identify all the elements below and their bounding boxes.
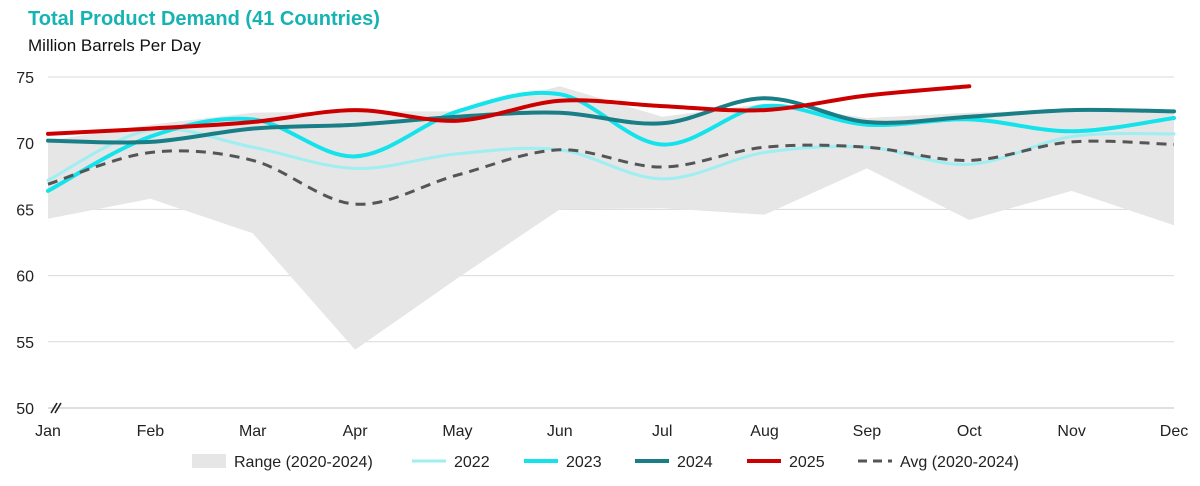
x-tick-label: Apr — [343, 423, 369, 440]
legend-label: 2024 — [677, 454, 713, 471]
legend-label: Avg (2020-2024) — [900, 454, 1019, 471]
x-tick-label: Jun — [547, 423, 573, 440]
y-tick-label: 65 — [16, 202, 34, 219]
x-tick-label: Dec — [1160, 423, 1188, 440]
legend-label: Range (2020-2024) — [234, 454, 373, 471]
x-tick-label: Feb — [137, 423, 165, 440]
x-tick-label: May — [442, 423, 472, 440]
legend-label: 2023 — [566, 454, 602, 471]
y-tick-label: 60 — [16, 269, 34, 286]
legend-item: 2024 — [635, 454, 713, 471]
chart-title: Total Product Demand (41 Countries) — [28, 8, 380, 30]
legend-swatch-range — [192, 454, 226, 468]
x-tick-label: Oct — [957, 423, 982, 440]
x-tick-label: Sep — [853, 423, 882, 440]
series-group — [46, 84, 1176, 206]
legend-item: 2022 — [412, 454, 490, 471]
x-tick-label: Mar — [239, 423, 267, 440]
legend-item: Range (2020-2024) — [192, 454, 373, 471]
series-line-2025 — [46, 84, 972, 136]
legend: Range (2020-2024) 2022 2023 2024 2025 Avg (20… — [192, 454, 1019, 471]
y-tick-label: 50 — [16, 401, 34, 418]
y-tick-label: 75 — [16, 70, 34, 87]
series-line-2022 — [46, 127, 1176, 182]
x-tick-label: Aug — [750, 423, 778, 440]
y-tick-label: 70 — [16, 136, 34, 153]
series-line-avg-2020-2024 — [47, 139, 1175, 206]
legend-label: 2022 — [454, 454, 490, 471]
x-tick-label: Jul — [652, 423, 672, 440]
legend-item: 2025 — [747, 454, 825, 471]
x-tick-label: Nov — [1057, 423, 1085, 440]
series-line-2024 — [46, 96, 1176, 145]
y-tick-label: 55 — [16, 335, 34, 352]
axes: 50 55 60 65 70 75 Jan Feb Mar Apr May Jun Jul Aug Sep O… — [16, 70, 1188, 440]
axis-break-mark — [50, 402, 62, 414]
x-tick-label: Jan — [35, 423, 61, 440]
chart-subtitle: Million Barrels Per Day — [28, 36, 201, 55]
legend-item: 2023 — [524, 454, 602, 471]
legend-label: 2025 — [789, 454, 825, 471]
legend-item: Avg (2020-2024) — [858, 454, 1019, 471]
